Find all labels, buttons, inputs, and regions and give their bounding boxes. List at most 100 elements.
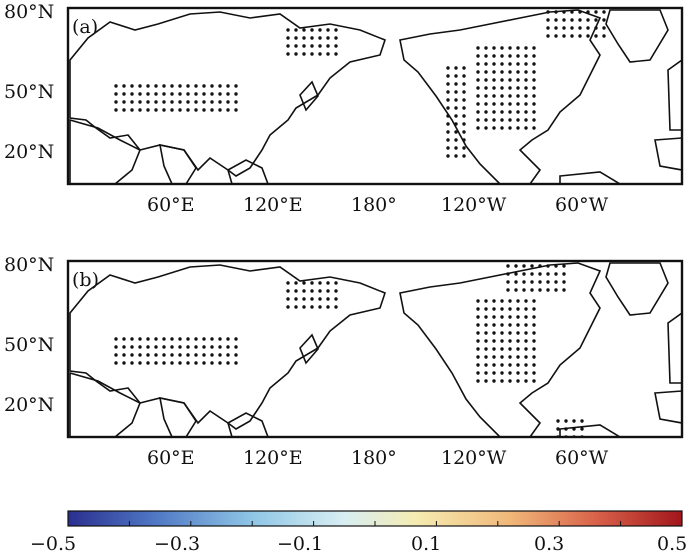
significance-dot xyxy=(146,108,150,112)
significance-dot xyxy=(162,92,166,96)
significance-dot xyxy=(218,84,222,88)
significance-dot xyxy=(562,26,566,30)
significance-dot xyxy=(508,62,512,66)
significance-dot xyxy=(484,78,488,82)
significance-dot xyxy=(516,315,520,319)
significance-dot xyxy=(326,305,330,309)
significance-dot xyxy=(484,371,488,375)
significance-dot xyxy=(514,272,518,276)
significance-dot xyxy=(334,52,338,56)
significance-dot xyxy=(170,92,174,96)
significance-dot xyxy=(594,18,598,22)
significance-dot xyxy=(146,84,150,88)
significance-dot xyxy=(508,54,512,58)
significance-dot xyxy=(462,146,466,150)
significance-dot xyxy=(154,345,158,349)
significance-dot xyxy=(326,289,330,293)
significance-dot xyxy=(210,361,214,365)
significance-dot xyxy=(454,130,458,134)
significance-dot xyxy=(524,363,528,367)
significance-dot xyxy=(538,272,542,276)
significance-dot xyxy=(508,379,512,383)
significance-dot xyxy=(492,86,496,90)
significance-dot xyxy=(516,363,520,367)
significance-dot xyxy=(484,54,488,58)
significance-dot xyxy=(226,345,230,349)
significance-dot xyxy=(554,18,558,22)
significance-dot xyxy=(302,297,306,301)
significance-dot xyxy=(334,289,338,293)
significance-dot xyxy=(538,288,542,292)
significance-dot xyxy=(154,353,158,357)
significance-dot xyxy=(508,339,512,343)
significance-dot xyxy=(500,347,504,351)
significance-dot xyxy=(476,126,480,130)
significance-dot xyxy=(530,288,534,292)
lat-label-20n-b: 20°N xyxy=(4,394,55,416)
significance-dot xyxy=(138,84,142,88)
significance-dot xyxy=(454,74,458,78)
significance-dot xyxy=(476,379,480,383)
significance-dot xyxy=(532,299,536,303)
significance-dot xyxy=(122,345,126,349)
significance-dot xyxy=(162,108,166,112)
significance-dot xyxy=(546,288,550,292)
significance-dot xyxy=(554,34,558,38)
significance-dot xyxy=(508,355,512,359)
significance-dot xyxy=(326,36,330,40)
significance-dot xyxy=(492,347,496,351)
significance-dot xyxy=(154,100,158,104)
significance-dot xyxy=(476,307,480,311)
lat-label-50n-a: 50°N xyxy=(4,81,55,103)
significance-dot xyxy=(186,361,190,365)
significance-dot xyxy=(122,361,126,365)
significance-dot xyxy=(114,108,118,112)
significance-dot xyxy=(178,92,182,96)
significance-dot xyxy=(492,315,496,319)
lon-label-60w-b: 60°W xyxy=(555,447,609,469)
significance-dot xyxy=(446,130,450,134)
colorbar-tick-label: −0.1 xyxy=(277,533,324,555)
significance-dot xyxy=(532,70,536,74)
significance-dot xyxy=(532,363,536,367)
significance-dot xyxy=(186,84,190,88)
significance-dot xyxy=(210,92,214,96)
significance-dot xyxy=(492,70,496,74)
significance-dot xyxy=(122,353,126,357)
significance-dot xyxy=(562,10,566,14)
significance-dot xyxy=(516,371,520,375)
significance-dot xyxy=(318,289,322,293)
significance-dot xyxy=(484,339,488,343)
significance-dot xyxy=(138,92,142,96)
panel-a-tag: (a) xyxy=(72,16,99,38)
significance-dot xyxy=(476,371,480,375)
significance-dot xyxy=(446,122,450,126)
significance-dot xyxy=(562,18,566,22)
significance-dot xyxy=(484,70,488,74)
significance-dot xyxy=(294,36,298,40)
significance-dot xyxy=(454,154,458,158)
significance-dot xyxy=(476,54,480,58)
significance-dot xyxy=(602,18,606,22)
significance-dot xyxy=(178,108,182,112)
significance-dot xyxy=(500,86,504,90)
significance-dot xyxy=(114,92,118,96)
significance-dot xyxy=(194,100,198,104)
significance-dot xyxy=(326,297,330,301)
significance-dot xyxy=(500,70,504,74)
significance-dot xyxy=(186,92,190,96)
significance-dot xyxy=(484,363,488,367)
significance-dot xyxy=(146,353,150,357)
significance-dot xyxy=(130,361,134,365)
ocean xyxy=(68,8,682,184)
significance-dot xyxy=(294,289,298,293)
significance-dot xyxy=(586,34,590,38)
significance-dot xyxy=(226,100,230,104)
significance-dot xyxy=(114,353,118,357)
significance-dot xyxy=(476,355,480,359)
significance-dot xyxy=(178,353,182,357)
significance-dot xyxy=(310,28,314,32)
significance-dot xyxy=(210,100,214,104)
significance-dot xyxy=(554,26,558,30)
significance-dot xyxy=(554,264,558,268)
